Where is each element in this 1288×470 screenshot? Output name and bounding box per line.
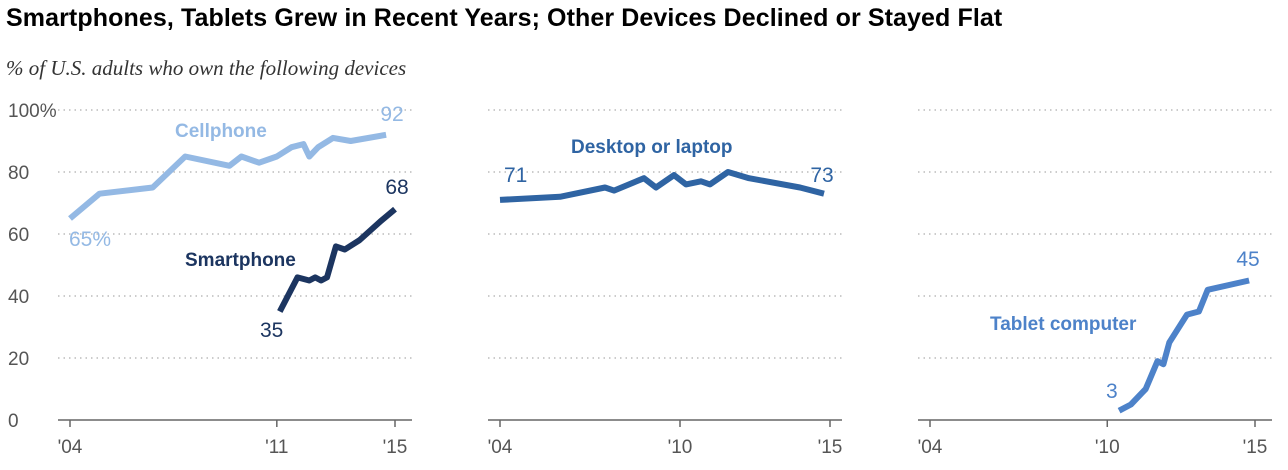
series-line-smartphone: [277, 206, 397, 313]
y-tick-label: 40: [8, 287, 29, 308]
end-value-label: 73: [810, 164, 833, 187]
series-line-desktop-or-laptop: [499, 169, 825, 203]
y-tick-label: 20: [8, 349, 29, 370]
end-value-label: 68: [385, 176, 408, 199]
x-tick-label: '04: [488, 437, 513, 458]
start-value-label: 71: [504, 164, 527, 187]
y-tick-label: 100%: [8, 101, 57, 122]
series-line-cellphone: [68, 131, 387, 221]
end-value-label: 45: [1236, 248, 1259, 271]
y-tick-label: 0: [8, 411, 19, 432]
start-value-label: 3: [1106, 380, 1118, 403]
start-value-label: 65%: [69, 228, 111, 251]
x-tick-label: '15: [1243, 437, 1268, 458]
chart-subtitle: % of U.S. adults who own the following d…: [6, 56, 407, 80]
x-tick-label: '15: [818, 437, 843, 458]
x-tick-label: '15: [383, 437, 408, 458]
series-label: Smartphone: [185, 250, 296, 271]
x-tick-label: '10: [1095, 437, 1120, 458]
x-tick-label: '11: [265, 437, 288, 458]
series-line-tablet-computer: [1117, 277, 1250, 414]
series-label: Desktop or laptop: [571, 137, 733, 158]
y-tick-label: 80: [8, 163, 29, 184]
series-label: Tablet computer: [990, 314, 1137, 335]
series-label: Cellphone: [175, 121, 267, 142]
x-tick-label: '04: [918, 437, 943, 458]
x-tick-label: '10: [668, 437, 693, 458]
start-value-label: 35: [260, 319, 283, 342]
chart-title: Smartphones, Tablets Grew in Recent Year…: [6, 4, 1003, 32]
x-tick-label: '04: [58, 437, 83, 458]
end-value-label: 92: [380, 103, 403, 126]
y-tick-label: 60: [8, 225, 29, 246]
